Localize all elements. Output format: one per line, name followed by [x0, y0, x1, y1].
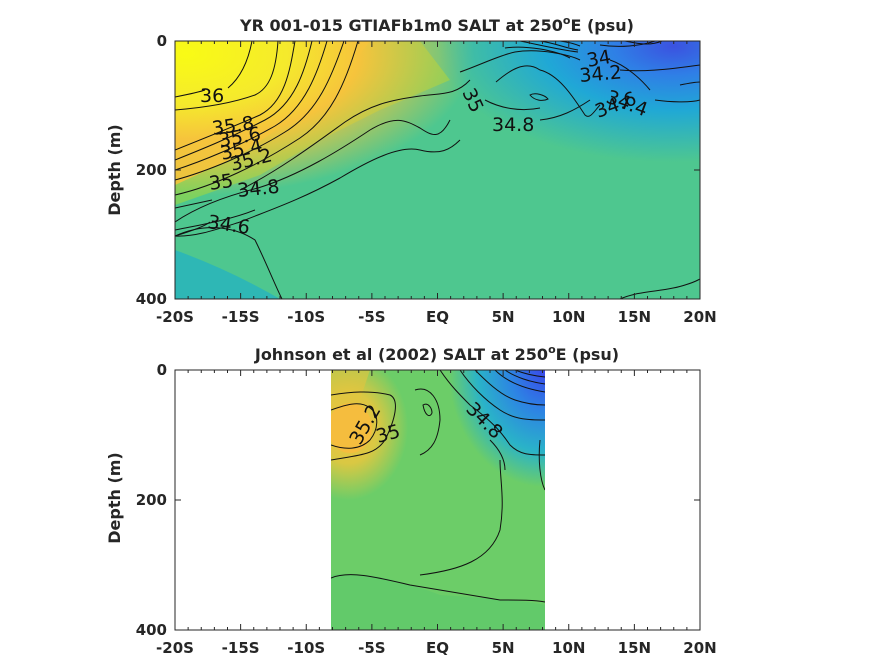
x-tick-label: 10N — [552, 639, 585, 656]
x-tick-label: -20S — [156, 639, 194, 656]
x-tick-label: -10S — [287, 639, 325, 656]
ticks-top: -20S -15S -10S -5S EQ 5N 10N 15N 20N 0 200 400 — [136, 32, 717, 326]
x-tick-label: 10N — [552, 308, 585, 326]
x-tick-label: 5N — [492, 639, 515, 656]
chart-title-top: YR 001-015 GTIAFb1m0 SALT at 250oE (psu) — [239, 14, 634, 35]
x-tick-label: -5S — [358, 639, 385, 656]
y-axis-label-top: Depth (m) — [105, 124, 124, 216]
y-tick-label: 200 — [136, 491, 167, 509]
y-axis-label-bottom: Depth (m) — [105, 452, 124, 544]
y-tick-label: 400 — [136, 290, 167, 308]
contour-label: 34 — [585, 46, 613, 72]
x-tick-label: -15S — [222, 308, 260, 326]
x-tick-label: -15S — [222, 639, 260, 656]
contour-fill-bottom — [331, 370, 545, 630]
panel-bottom: 35.2 35 34.8 -20S -15S -10S -5S EQ 5N 10N 15N 20… — [105, 343, 717, 656]
x-tick-label: -10S — [287, 308, 325, 326]
x-tick-label: 15N — [618, 308, 651, 326]
y-tick-label: 400 — [136, 621, 167, 639]
x-tick-label: EQ — [426, 308, 449, 326]
contour-label: 34.8 — [492, 114, 534, 136]
x-tick-label: 20N — [683, 639, 716, 656]
x-tick-label: 5N — [492, 308, 515, 326]
contour-label: 36 — [200, 85, 224, 107]
ticks-bottom: -20S -15S -10S -5S EQ 5N 10N 15N 20N 0 200 400 — [136, 361, 717, 656]
y-tick-label: 200 — [136, 161, 167, 179]
x-tick-label: -20S — [156, 308, 194, 326]
x-tick-label: 15N — [618, 639, 651, 656]
chart-title-bottom: Johnson et al (2002) SALT at 250oE (psu) — [254, 343, 619, 364]
contour-label: 35 — [208, 170, 235, 195]
x-tick-label: -5S — [358, 308, 385, 326]
contour-label: 34.8 — [236, 176, 280, 202]
contour-lines-top — [175, 41, 700, 299]
y-tick-label: 0 — [157, 32, 167, 50]
contour-label: 34.2 — [579, 61, 623, 87]
contour-lines-bottom — [331, 370, 545, 603]
x-tick-label: EQ — [426, 639, 449, 656]
x-tick-label: 20N — [683, 308, 716, 326]
panel-top: 36 35.8 35.6 35.4 35.2 35 34.8 34.6 35 3… — [105, 14, 717, 326]
y-tick-label: 0 — [157, 361, 167, 379]
